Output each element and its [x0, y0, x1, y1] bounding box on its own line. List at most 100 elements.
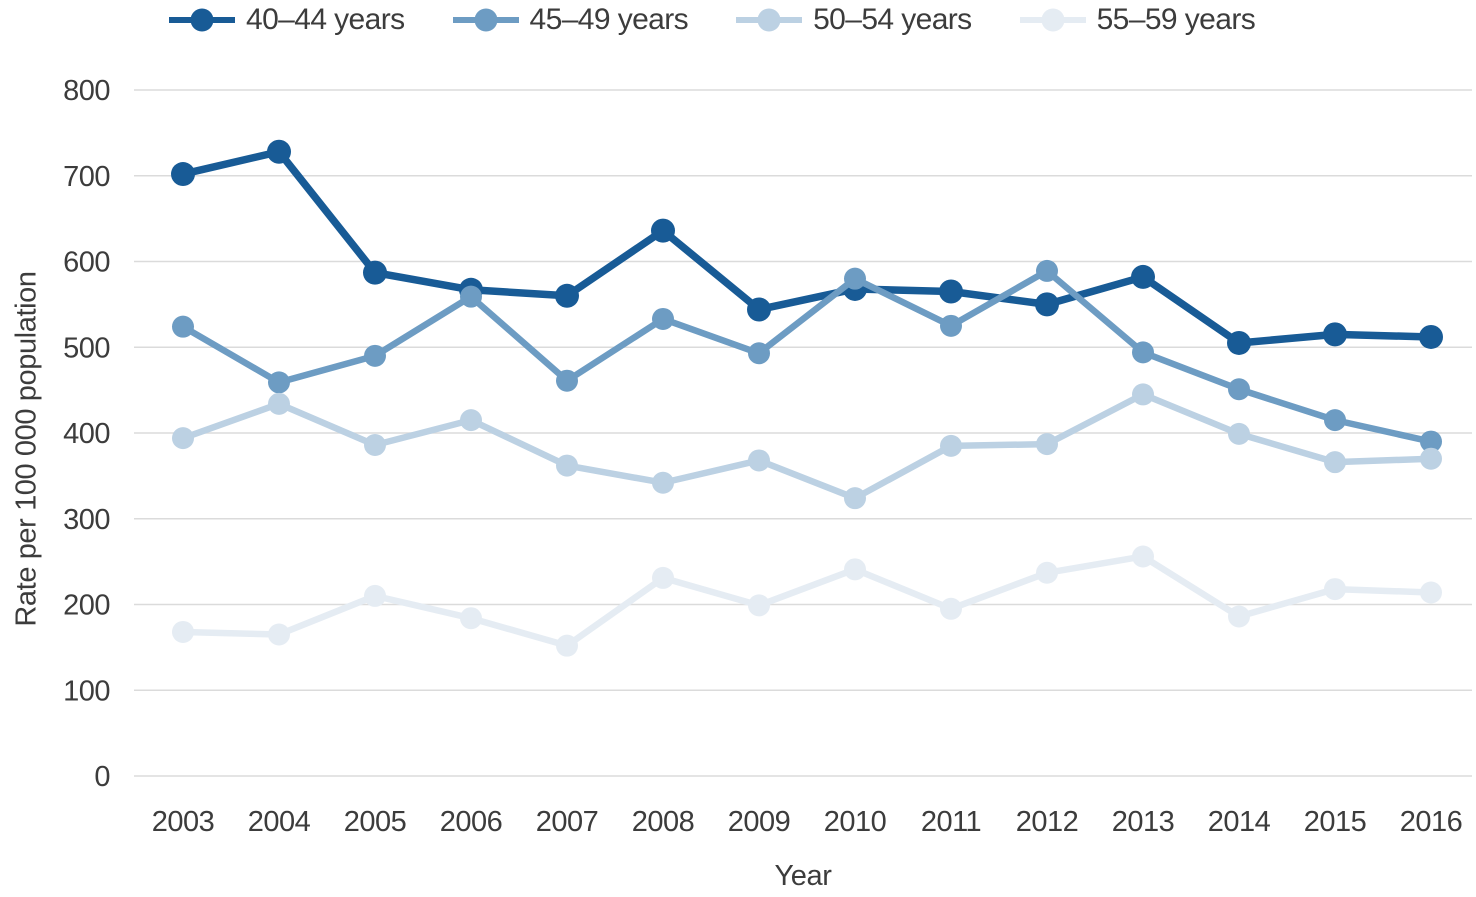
x-tick-label: 2016 [1400, 806, 1463, 838]
y-tick-label: 0 [94, 761, 110, 793]
x-tick-label: 2007 [536, 806, 599, 838]
data-point [1324, 409, 1346, 432]
data-point [172, 620, 194, 643]
data-point [1420, 581, 1442, 604]
data-point [940, 314, 962, 337]
y-axis-title: Rate per 100 000 population [10, 271, 43, 627]
x-tick-label: 2010 [824, 806, 887, 838]
data-point [651, 218, 675, 243]
data-point [748, 594, 770, 617]
data-point [1324, 451, 1346, 474]
series-line-50-54-years [181, 391, 1432, 502]
x-tick-label: 2012 [1016, 806, 1079, 838]
legend-label: 55–59 years [1096, 3, 1256, 36]
data-point [844, 558, 866, 581]
data-point [844, 487, 866, 510]
x-axis-title: Year [774, 860, 832, 892]
data-point [748, 449, 770, 472]
data-point [652, 471, 674, 494]
data-point [363, 260, 387, 285]
x-tick-label: 2008 [632, 806, 695, 838]
data-point [556, 369, 578, 392]
data-point [555, 283, 579, 308]
data-point [1228, 378, 1250, 401]
data-point [939, 279, 963, 304]
legend-label: 45–49 years [529, 3, 689, 36]
legend-marker-icon [169, 8, 235, 32]
data-point [1228, 605, 1250, 628]
legend-dot [474, 8, 498, 32]
x-tick-label: 2004 [248, 806, 311, 838]
data-point [747, 297, 771, 322]
x-tick-label: 2015 [1304, 806, 1367, 838]
y-tick-label: 800 [63, 75, 110, 107]
x-tick-label: 2006 [440, 806, 503, 838]
data-point [1420, 447, 1442, 470]
data-point [364, 584, 386, 607]
legend-item-45-49-years: 45–49 years [452, 3, 689, 37]
data-point [1132, 341, 1154, 364]
y-tick-label: 200 [63, 590, 110, 622]
series-line-40-44-years [182, 147, 1432, 347]
legend-item-50-54-years: 50–54 years [735, 3, 972, 37]
legend-item-55-59-years: 55–59 years [1019, 3, 1256, 37]
data-point [460, 285, 482, 308]
legend-marker-icon [1019, 8, 1086, 32]
data-point [556, 454, 578, 477]
legend-label: 40–44 years [246, 3, 405, 36]
data-point [1227, 330, 1251, 355]
data-point [1036, 259, 1058, 282]
legend-label: 50–54 years [813, 3, 972, 36]
data-point [460, 607, 482, 630]
y-tick-label: 300 [63, 504, 110, 536]
x-tick-label: 2009 [728, 806, 791, 838]
data-point [364, 344, 386, 367]
data-point [1035, 292, 1059, 317]
data-point [268, 371, 290, 394]
legend-marker-icon [452, 8, 519, 32]
data-point [171, 162, 195, 187]
data-point [1419, 324, 1443, 349]
data-point [556, 634, 578, 657]
y-tick-label: 600 [63, 247, 110, 279]
data-point [1228, 422, 1250, 445]
data-point [268, 392, 290, 415]
data-point [1132, 545, 1154, 568]
data-point [748, 342, 770, 365]
data-point [1132, 383, 1154, 406]
data-point [267, 139, 291, 164]
legend-marker-icon [736, 8, 803, 32]
x-tick-label: 2014 [1208, 806, 1271, 838]
data-point [172, 427, 194, 450]
y-tick-label: 700 [63, 161, 110, 193]
data-point [172, 315, 194, 338]
data-point [940, 597, 962, 620]
data-point [844, 267, 866, 290]
data-point [1131, 264, 1155, 289]
legend-item-40-44-years: 40–44 years [168, 3, 405, 37]
data-point [1323, 322, 1347, 347]
data-point [460, 409, 482, 432]
data-point [1324, 578, 1346, 601]
data-point [364, 434, 386, 457]
data-point [652, 307, 674, 330]
data-point [940, 434, 962, 457]
x-tick-label: 2005 [344, 806, 407, 838]
legend: 40–44 years 45–49 years 50–54 years 55–59 y… [168, 2, 1302, 38]
data-point [652, 566, 674, 589]
series-line-45-49-years [181, 267, 1432, 445]
data-point [1420, 430, 1442, 453]
series-line-55-59-years [182, 553, 1432, 649]
legend-dot [757, 8, 781, 32]
data-point [1036, 561, 1058, 584]
data-point [268, 623, 290, 646]
x-tick-label: 2013 [1112, 806, 1175, 838]
x-tick-label: 2011 [921, 806, 981, 838]
y-tick-label: 400 [63, 418, 110, 450]
y-tick-label: 100 [63, 675, 110, 707]
x-tick-label: 2003 [152, 806, 215, 838]
data-point [1036, 433, 1058, 456]
legend-dot [190, 8, 214, 32]
